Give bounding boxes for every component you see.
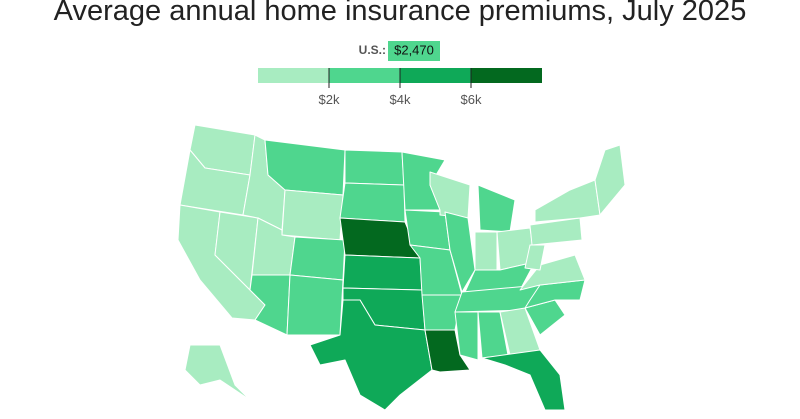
legend-tick-label: $4k: [390, 92, 411, 107]
us-map: [177, 124, 626, 411]
legend-tick-label: $2k: [319, 92, 340, 107]
chart-title: Average annual home insurance premiums, …: [54, 0, 747, 27]
us-value-box: [388, 41, 440, 61]
legend-bin: [258, 68, 329, 83]
legend-tick-label: $6k: [461, 92, 482, 107]
us-value-label: $2,470: [394, 42, 434, 57]
legend-bin: [471, 68, 542, 83]
legend-bin: [329, 68, 400, 83]
us-label: U.S.:: [359, 43, 386, 57]
legend-bin: [400, 68, 471, 83]
